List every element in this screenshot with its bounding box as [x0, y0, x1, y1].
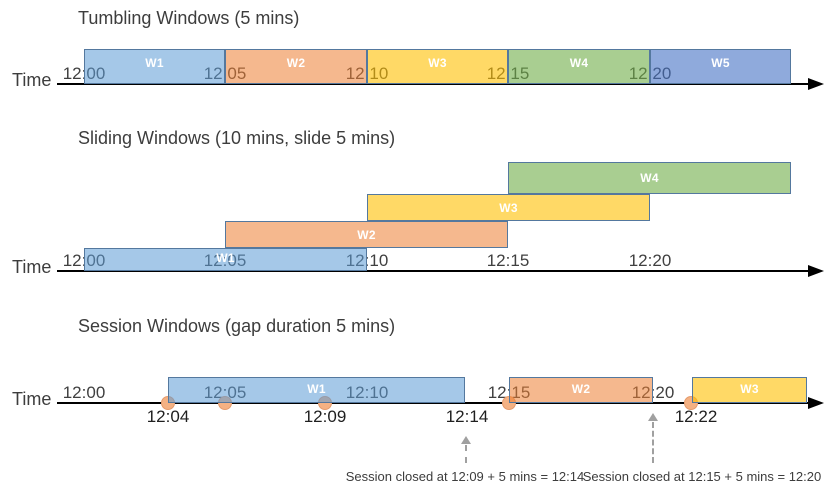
tumbling-window-label-w2: W2 — [286, 55, 306, 70]
session-session-closed-annotation-1: Session closed at 12:15 + 5 mins = 12:20 — [582, 469, 822, 484]
sliding-window-w3: W3 — [367, 194, 650, 221]
tumbling-window-w2: W2 — [225, 49, 367, 84]
sliding-window-w4: W4 — [508, 162, 791, 194]
tumbling-window-w3: W3 — [367, 49, 508, 84]
session-dashed-arrowhead-icon-0 — [461, 436, 471, 444]
session-dashed-arrow-line-0 — [465, 445, 467, 463]
session-window-label-w1: W1 — [307, 382, 326, 396]
tumbling-section-title: Tumbling Windows (5 mins) — [78, 8, 300, 28]
sliding-window-w2: W2 — [225, 221, 508, 248]
session-time-axis — [57, 402, 810, 404]
sliding-tick-1215: 12:15 — [486, 251, 530, 270]
session-event-time-label-1214: 12:14 — [445, 407, 489, 426]
session-axis-arrowhead-icon — [808, 397, 824, 409]
tumbling-window-label-w1: W1 — [145, 55, 164, 70]
session-window-w2: W2 — [509, 377, 653, 403]
sliding-window-label-w2: W2 — [357, 227, 376, 242]
tumbling-axis-arrowhead-icon — [808, 78, 824, 90]
session-event-time-label-1204: 12:04 — [146, 407, 190, 426]
session-window-w3: W3 — [692, 377, 807, 403]
sliding-section-title: Sliding Windows (10 mins, slide 5 mins) — [78, 128, 396, 148]
session-dashed-arrowhead-icon-1 — [648, 413, 658, 421]
session-time-axis-label: Time — [12, 389, 52, 409]
sliding-time-axis-label: Time — [12, 257, 52, 277]
tumbling-window-w4: W4 — [508, 49, 650, 84]
session-dashed-arrow-line-1 — [652, 422, 654, 463]
tumbling-window-label-w4: W4 — [569, 55, 589, 70]
session-window-label-w2: W2 — [571, 382, 591, 396]
sliding-tick-1220: 12:20 — [628, 251, 672, 270]
sliding-window-label-w1: W1 — [216, 250, 235, 265]
session-window-w1: W1 — [168, 377, 465, 403]
session-event-time-label-1222: 12:22 — [674, 407, 718, 426]
session-window-label-w3: W3 — [740, 382, 759, 396]
sliding-time-axis — [57, 270, 810, 272]
session-session-closed-annotation-0: Session closed at 12:09 + 5 mins = 12:14 — [345, 469, 585, 484]
tumbling-window-w5: W5 — [650, 49, 791, 84]
sliding-window-w1: W1 — [84, 248, 367, 271]
session-event-time-label-1209: 12:09 — [303, 407, 347, 426]
sliding-window-label-w4: W4 — [640, 171, 659, 185]
tumbling-window-label-w3: W3 — [428, 55, 447, 70]
tumbling-window-label-w5: W5 — [711, 55, 730, 70]
sliding-window-label-w3: W3 — [499, 200, 518, 215]
tumbling-window-w1: W1 — [84, 49, 225, 84]
tumbling-time-axis-label: Time — [12, 70, 52, 90]
sliding-axis-arrowhead-icon — [808, 265, 824, 277]
tumbling-time-axis — [57, 83, 810, 85]
session-tick-1200: 12:00 — [62, 383, 106, 402]
session-section-title: Session Windows (gap duration 5 mins) — [78, 316, 396, 336]
